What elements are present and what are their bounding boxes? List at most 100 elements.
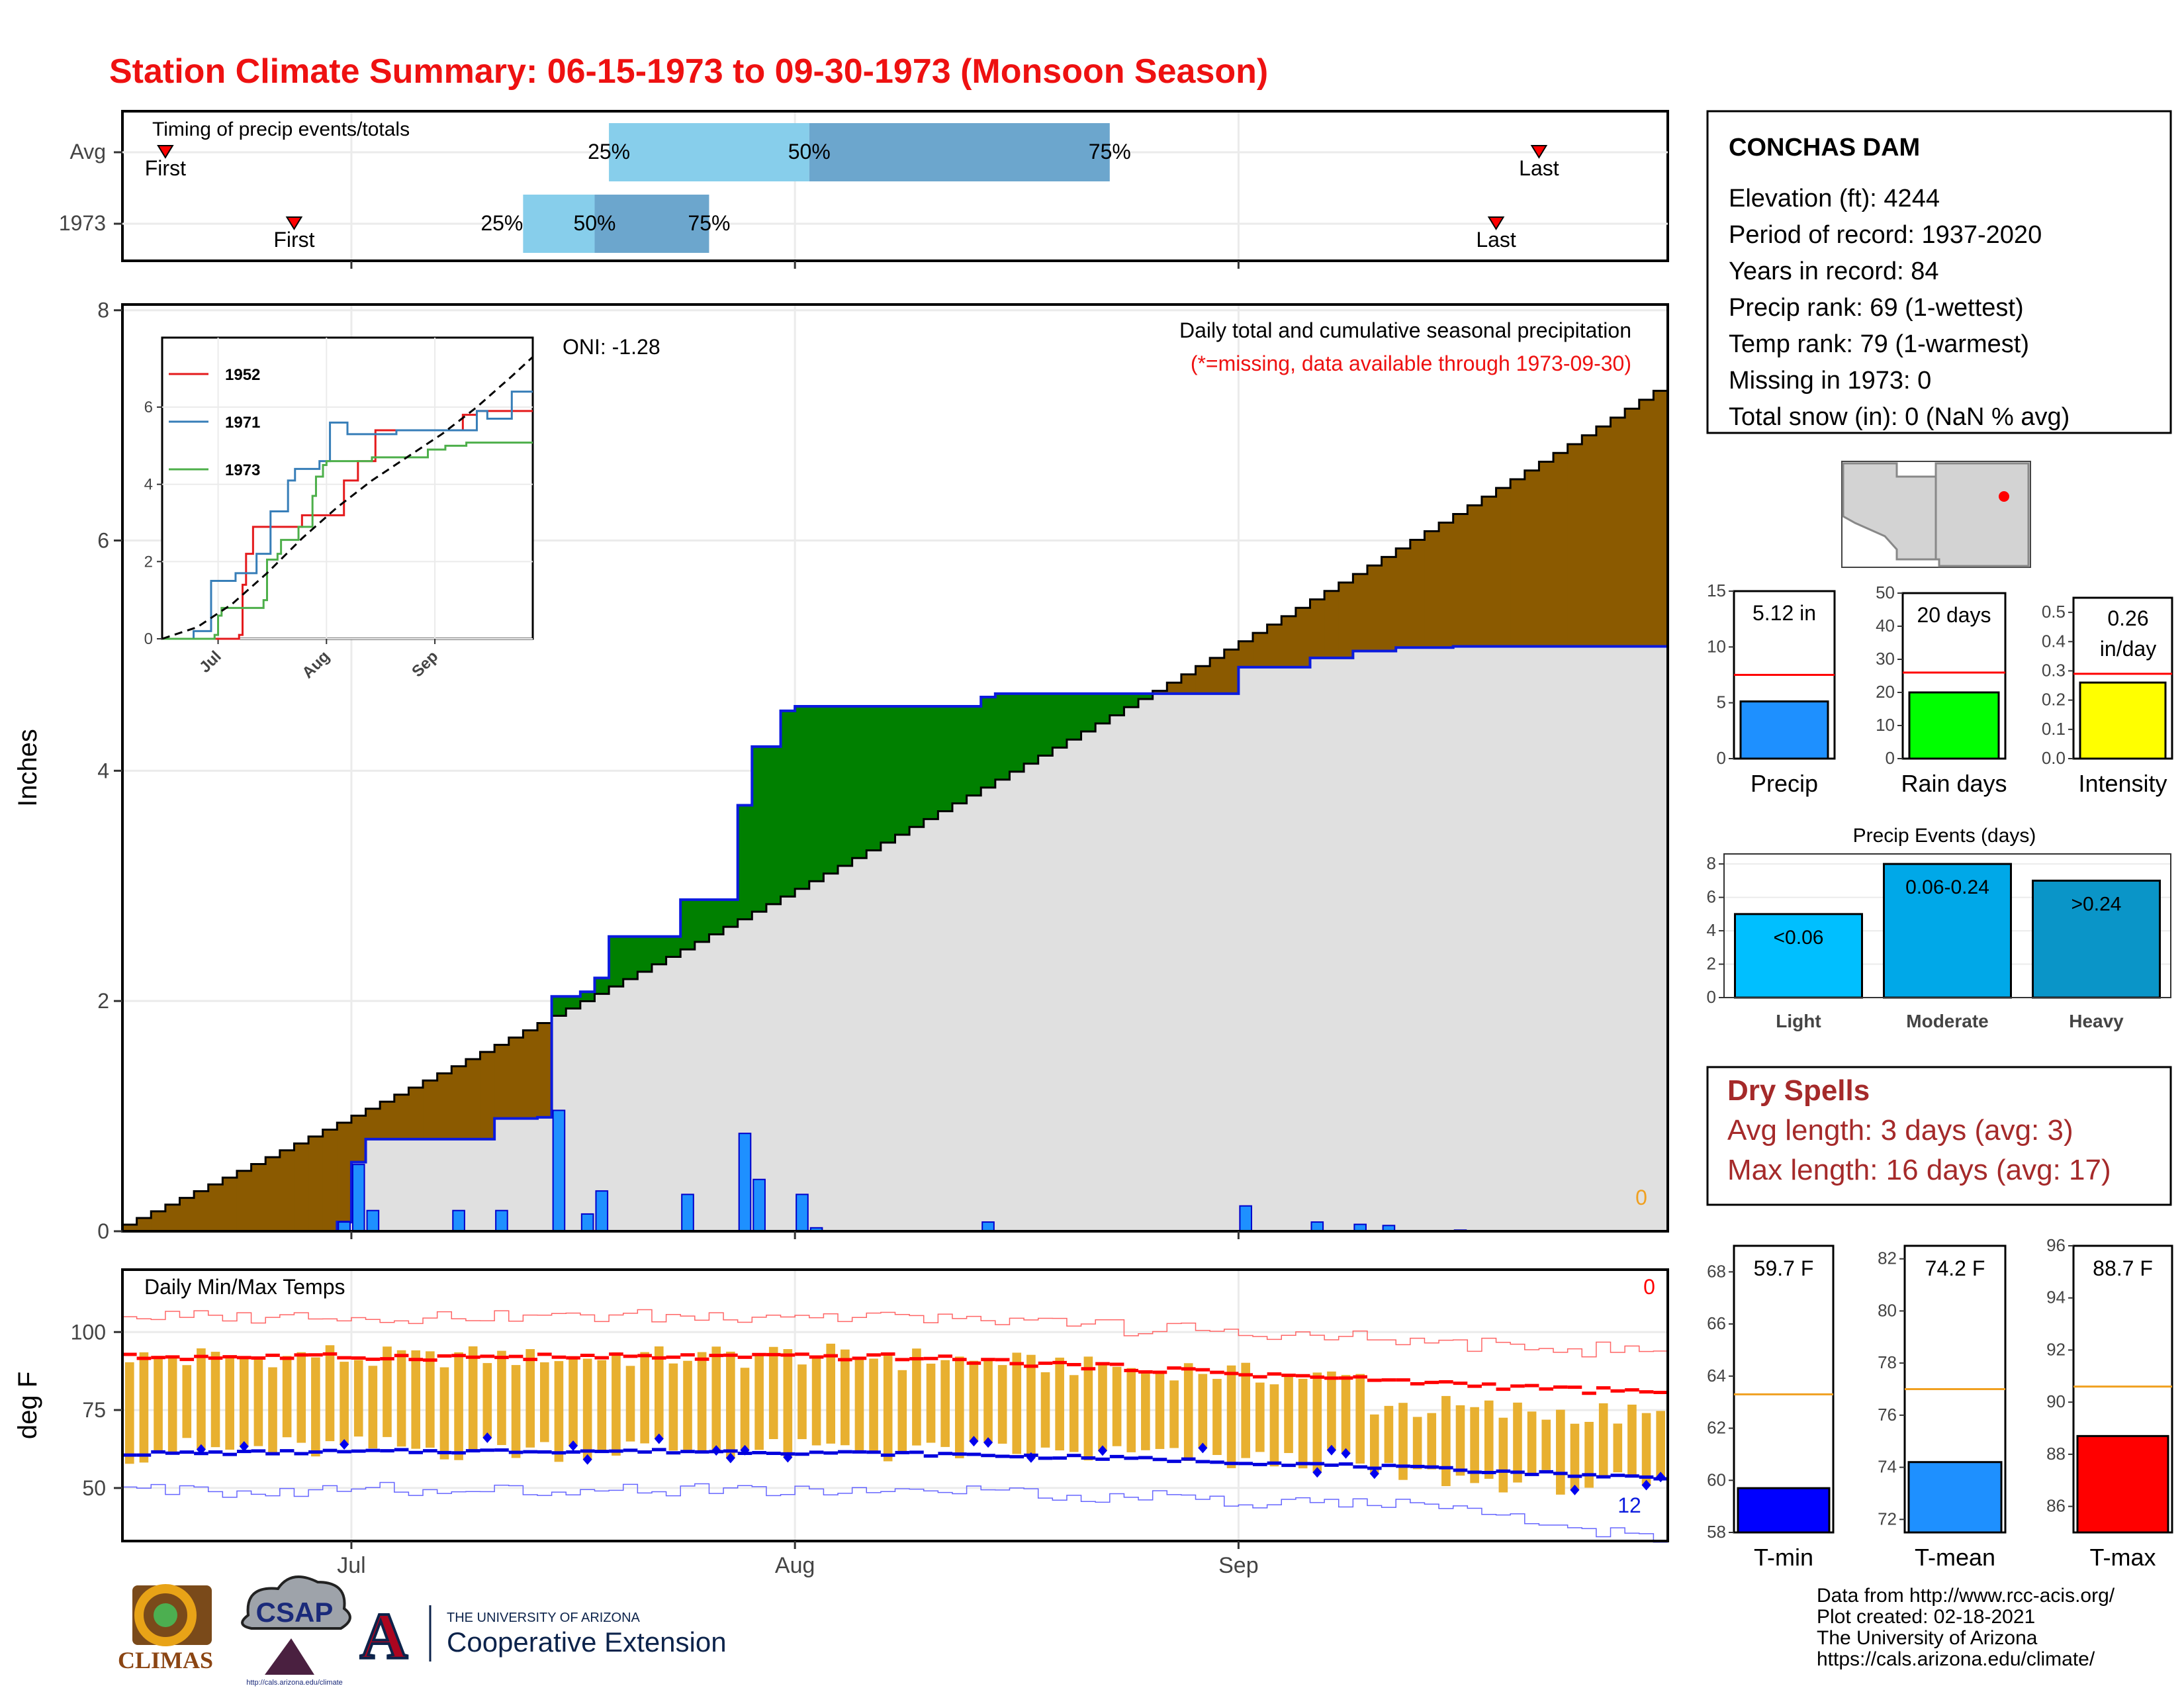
small-chart-y-tick-label: 72 (1878, 1509, 1897, 1528)
dry-spells-box: Dry Spells Avg length: 3 days (avg: 3) M… (1706, 1066, 2172, 1206)
temp-x-tick-label: Aug (775, 1553, 815, 1578)
cum-diff-step (809, 706, 824, 882)
daily-temp-bar (1384, 1405, 1394, 1464)
cum-diff-step (136, 1217, 152, 1231)
daily-temp-bar (625, 1366, 635, 1442)
daily-temp-bar (210, 1352, 220, 1448)
cum-base-step (809, 881, 824, 1231)
cum-base-step (1481, 646, 1497, 1231)
temp-summary-value-label: 59.7 F (1754, 1256, 1814, 1280)
small-chart-y-tick-label: 58 (1707, 1522, 1726, 1542)
small-chart-y-tick-label: 62 (1707, 1418, 1726, 1438)
inset-y-tick-label: 4 (144, 476, 153, 494)
timing-p75-label: 75% (1089, 140, 1131, 164)
cum-base-step (1396, 647, 1411, 1231)
daily-temp-bar (897, 1370, 907, 1453)
cum-diff-step (1353, 574, 1368, 651)
timing-p75-label: 75% (688, 211, 730, 235)
cum-base-step (1367, 651, 1383, 1231)
cum-diff-step (981, 697, 996, 788)
daily-temp-bar (1312, 1372, 1322, 1473)
daily-temp-bar (797, 1364, 807, 1440)
daily-temp-bar (841, 1349, 850, 1446)
daily-precip-bar (681, 1194, 694, 1232)
cum-diff-step (480, 1052, 495, 1139)
daily-temp-bar (396, 1350, 406, 1447)
daily-temp-bar (1055, 1357, 1064, 1451)
daily-temp-bar (383, 1346, 392, 1437)
daily-temp-bar (640, 1352, 649, 1444)
cum-diff-step (194, 1191, 209, 1231)
cum-base-step (637, 971, 653, 1231)
temps-missing-max: 0 (1643, 1275, 1655, 1299)
daily-temp-bar (826, 1343, 836, 1444)
daily-temp-bar (1355, 1374, 1365, 1464)
timing-title: Timing of precip events/totals (152, 118, 410, 140)
small-chart-y-tick-label: 50 (1876, 583, 1895, 602)
cum-diff-step (337, 1122, 352, 1223)
inset-legend-label: 1971 (225, 414, 260, 432)
timing-box-25-50 (609, 123, 809, 181)
daily-temp-bar (1584, 1421, 1594, 1488)
season-value-box (1738, 594, 1831, 629)
footer-line3: The University of Arizona (1817, 1627, 2038, 1649)
daily-temp-bar (1627, 1404, 1637, 1476)
daily-temp-bar (154, 1356, 163, 1452)
station-precip-rank: Precip rank: 69 (1-wettest) (1729, 294, 2024, 322)
cum-diff-step (236, 1170, 252, 1231)
daily-precip-bar (1310, 1221, 1324, 1232)
cum-diff-step (1596, 426, 1612, 647)
daily-precip-bar (338, 1221, 351, 1232)
cum-diff-step (895, 706, 910, 835)
daily-precip-bar (552, 1109, 566, 1233)
events-category-label: Heavy (2069, 1011, 2124, 1031)
cum-diff-step (1539, 461, 1554, 647)
cum-base-step (1582, 646, 1597, 1231)
cum-diff-step (408, 1087, 424, 1139)
daily-temp-bar (1398, 1403, 1408, 1480)
daily-temp-bar (1155, 1373, 1165, 1449)
events-bar (2032, 879, 2161, 999)
timing-last-marker (1530, 145, 1548, 159)
daily-temp-bar (1484, 1400, 1494, 1479)
daily-precip-bar (495, 1209, 508, 1233)
cum-diff-step (1396, 548, 1411, 648)
daily-temp-bar (439, 1367, 449, 1460)
cum-base-step (1253, 667, 1268, 1231)
daily-temp-bar (1098, 1362, 1107, 1451)
record-low-marker (569, 1440, 578, 1451)
cum-diff-step (1453, 514, 1468, 647)
events-bar-label: 0.06-0.24 (1905, 876, 1989, 898)
cum-diff-step (1653, 391, 1668, 647)
cum-diff-step (680, 900, 696, 950)
daily-temp-bar (182, 1365, 192, 1438)
cum-base-step (866, 850, 882, 1231)
season-value-label: 20 days (1917, 603, 1991, 627)
cum-diff-step (537, 1023, 553, 1117)
daily-temp-bar (569, 1356, 578, 1446)
cum-diff-step (1324, 590, 1340, 658)
cum-diff-step (423, 1080, 438, 1139)
cum-base-step (895, 835, 910, 1231)
cum-base-step (1210, 693, 1225, 1231)
cum-diff-step (938, 706, 953, 812)
temp-summary-value-label: 74.2 F (1925, 1256, 1985, 1280)
temps-missing-min: 12 (1617, 1493, 1641, 1517)
season-chart-rain-days: 0 10 20 30 40 50 Rain days 20 days (1876, 583, 2007, 797)
record-low-marker (582, 1454, 592, 1465)
cum-base-step (1639, 646, 1654, 1231)
temp-x-tick-label: Sep (1218, 1553, 1259, 1578)
small-chart-y-tick-label: 0 (1717, 748, 1726, 768)
events-bar (1883, 863, 2012, 999)
cum-base-step (1152, 693, 1167, 1231)
events-y-tick-label: 4 (1707, 920, 1716, 940)
cum-diff-step (365, 1108, 381, 1139)
cum-diff-step (465, 1058, 481, 1139)
daily-temp-bar (654, 1346, 664, 1439)
cum-diff-step (1582, 435, 1597, 647)
cum-diff-step (351, 1115, 367, 1162)
daily-temp-bar (783, 1349, 793, 1458)
daily-temp-bar (1269, 1384, 1279, 1467)
